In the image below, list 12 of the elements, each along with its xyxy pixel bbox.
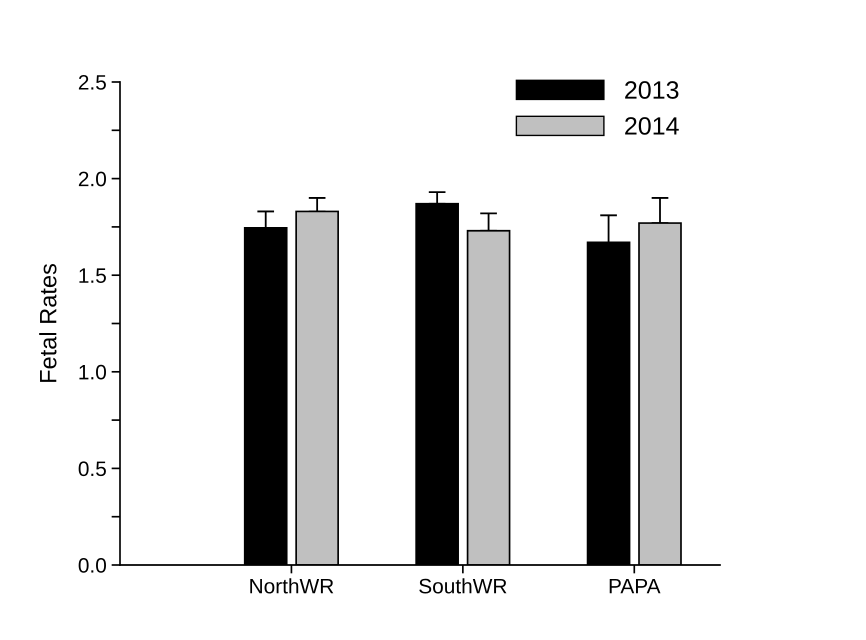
y-tick-label: 0.5 bbox=[78, 461, 106, 476]
y-tick-label: 0.0 bbox=[78, 558, 106, 573]
y-tick-label: 2.0 bbox=[78, 172, 106, 186]
legend-label: 2013 bbox=[625, 81, 678, 99]
x-tick-label: PAPA bbox=[610, 578, 660, 594]
y-tick-label: 1.0 bbox=[79, 364, 106, 380]
x-tick-label: SouthWR bbox=[419, 578, 506, 594]
legend-label: 2014 bbox=[625, 117, 679, 135]
y-tick-label: 1.5 bbox=[79, 268, 106, 283]
y-tick-label: 2.5 bbox=[78, 75, 106, 90]
y-axis-title: Fetal Rates bbox=[39, 264, 57, 382]
x-tick-label: NorthWR bbox=[250, 578, 334, 594]
